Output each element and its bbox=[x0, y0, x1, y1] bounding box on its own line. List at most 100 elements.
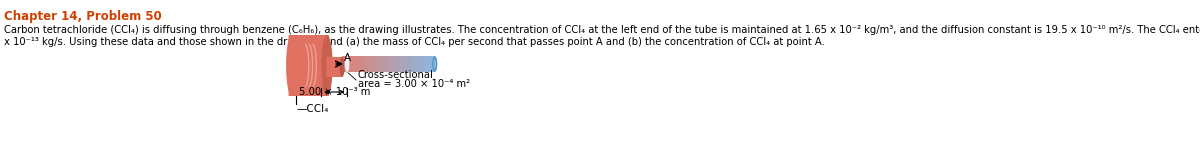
Bar bbox=[350, 56, 352, 72]
Text: —CCl₄: —CCl₄ bbox=[296, 104, 329, 114]
Bar bbox=[425, 56, 426, 72]
FancyBboxPatch shape bbox=[288, 35, 329, 96]
Bar bbox=[385, 56, 386, 72]
Bar bbox=[395, 56, 396, 72]
Bar bbox=[404, 56, 406, 72]
Text: 5.00 × 10⁻³ m: 5.00 × 10⁻³ m bbox=[299, 87, 370, 97]
Bar bbox=[427, 56, 428, 72]
Bar bbox=[394, 56, 395, 72]
Bar bbox=[356, 56, 358, 72]
Bar bbox=[402, 56, 403, 72]
Bar bbox=[430, 56, 431, 72]
Bar bbox=[342, 56, 343, 72]
Text: Carbon tetrachloride (CCl₄) is diffusing through benzene (C₆H₆), as the drawing : Carbon tetrachloride (CCl₄) is diffusing… bbox=[4, 25, 1200, 35]
Bar bbox=[382, 56, 383, 72]
Bar bbox=[408, 56, 409, 72]
Bar bbox=[353, 56, 354, 72]
Text: A: A bbox=[343, 53, 350, 63]
Bar bbox=[365, 56, 366, 72]
Bar bbox=[396, 56, 397, 72]
Bar bbox=[349, 56, 350, 72]
Bar bbox=[432, 56, 433, 72]
Bar bbox=[368, 56, 370, 72]
Bar bbox=[343, 56, 344, 72]
Bar bbox=[416, 56, 418, 72]
Bar bbox=[406, 56, 407, 72]
Bar bbox=[392, 56, 394, 72]
Bar bbox=[347, 56, 348, 72]
Bar bbox=[348, 56, 349, 72]
FancyBboxPatch shape bbox=[326, 57, 342, 77]
Bar bbox=[414, 56, 415, 72]
Bar bbox=[377, 56, 378, 72]
Bar bbox=[344, 56, 346, 72]
Bar bbox=[402, 56, 403, 72]
Bar bbox=[406, 56, 407, 72]
Text: Cross-sectional: Cross-sectional bbox=[358, 70, 433, 80]
Bar bbox=[412, 56, 413, 72]
Bar bbox=[401, 56, 402, 72]
Bar bbox=[373, 56, 374, 72]
Bar bbox=[413, 56, 414, 72]
Bar bbox=[364, 56, 365, 72]
Bar bbox=[380, 56, 382, 72]
Bar bbox=[355, 56, 356, 72]
Bar bbox=[426, 56, 427, 72]
Bar bbox=[382, 56, 383, 72]
Bar bbox=[415, 56, 416, 72]
Bar bbox=[389, 56, 391, 72]
Ellipse shape bbox=[322, 35, 332, 96]
Bar bbox=[397, 56, 398, 72]
Bar bbox=[385, 56, 386, 72]
Bar bbox=[431, 56, 432, 72]
Bar bbox=[354, 56, 355, 72]
Bar bbox=[352, 56, 353, 72]
Bar bbox=[366, 56, 367, 72]
Bar bbox=[390, 56, 391, 72]
Bar bbox=[419, 56, 420, 72]
Bar bbox=[361, 56, 362, 72]
Text: area = 3.00 × 10⁻⁴ m²: area = 3.00 × 10⁻⁴ m² bbox=[358, 79, 470, 89]
Bar bbox=[367, 56, 368, 72]
Bar bbox=[386, 56, 388, 72]
Bar bbox=[414, 56, 415, 72]
Bar bbox=[391, 56, 392, 72]
Text: Chapter 14, Problem 50: Chapter 14, Problem 50 bbox=[4, 10, 162, 23]
Bar bbox=[362, 56, 364, 72]
Bar bbox=[410, 56, 412, 72]
Bar bbox=[397, 56, 398, 72]
Bar bbox=[400, 56, 401, 72]
Bar bbox=[430, 56, 431, 72]
Bar bbox=[418, 56, 419, 72]
Bar bbox=[421, 56, 424, 72]
Bar bbox=[371, 56, 372, 72]
Bar bbox=[420, 56, 421, 72]
Bar bbox=[365, 56, 366, 72]
Ellipse shape bbox=[286, 35, 298, 96]
Bar bbox=[379, 56, 380, 72]
Bar bbox=[424, 56, 425, 72]
Bar bbox=[358, 56, 359, 72]
Bar bbox=[388, 56, 389, 72]
Bar bbox=[377, 56, 378, 72]
Bar bbox=[398, 56, 400, 72]
Bar bbox=[353, 56, 354, 72]
Bar bbox=[356, 56, 358, 72]
Bar bbox=[374, 56, 376, 72]
Bar bbox=[346, 56, 347, 72]
Bar bbox=[360, 56, 361, 72]
Bar bbox=[373, 56, 374, 72]
Bar bbox=[378, 56, 379, 72]
Ellipse shape bbox=[344, 55, 349, 73]
Bar bbox=[422, 56, 424, 72]
Bar bbox=[409, 56, 410, 72]
Bar bbox=[433, 56, 434, 72]
Bar bbox=[372, 56, 373, 72]
Bar bbox=[376, 56, 377, 72]
Bar bbox=[383, 56, 384, 72]
Ellipse shape bbox=[340, 57, 344, 77]
Bar bbox=[394, 56, 395, 72]
Bar bbox=[349, 56, 350, 72]
Bar bbox=[418, 56, 419, 72]
Bar bbox=[407, 56, 408, 72]
